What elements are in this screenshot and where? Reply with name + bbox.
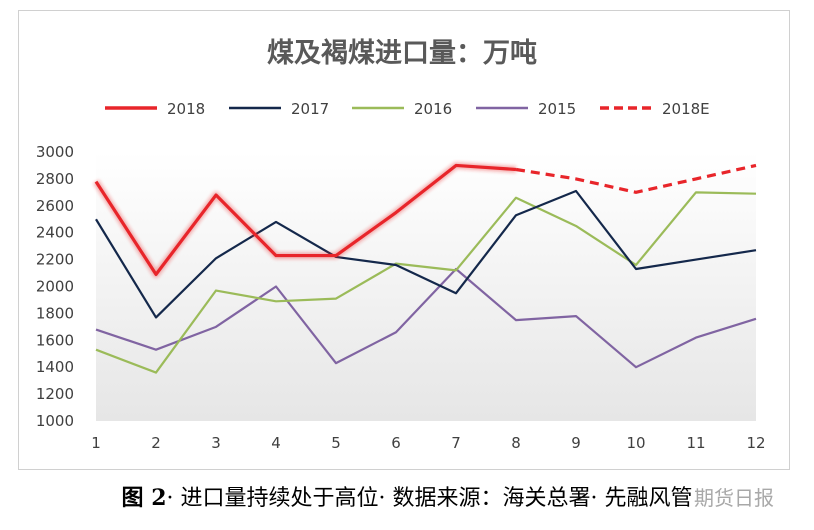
chart-title: 煤及褐煤进口量：万吨 [267,38,537,69]
x-tick-label: 12 [746,434,765,452]
legend-label-2016: 2016 [414,100,452,118]
series-lines [93,161,757,374]
legend: 2018 2017 2016 2015 2018E [105,100,710,118]
x-tick-label: 7 [451,434,461,452]
x-tick-label: 5 [331,434,341,452]
y-tick-label: 2400 [36,224,74,242]
legend-label-2018E: 2018E [662,100,710,118]
x-tick-label: 4 [271,434,281,452]
y-tick-label: 2600 [36,197,74,215]
y-tick-label: 1600 [36,331,74,349]
watermark-text: 期货日报 [694,486,774,510]
y-tick-label: 1800 [36,304,74,322]
legend-label-2018: 2018 [167,100,205,118]
x-tick-label: 1 [91,434,101,452]
figure-number: 图 2 [121,485,167,511]
y-tick-label: 1200 [36,385,74,403]
y-tick-label: 2200 [36,251,74,269]
series-line-2018E [515,163,757,194]
series-line-2017 [95,189,757,319]
y-tick-label: 1000 [36,412,74,430]
legend-label-2015: 2015 [538,100,576,118]
y-tick-label: 3000 [36,143,74,161]
plot-area [96,152,756,421]
series-line-2018 [94,163,517,276]
figure-caption: 图 2· 进口量持续处于高位· 数据来源：海关总署· 先融风管 [0,480,814,512]
y-tick-label: 2000 [36,278,74,296]
y-tick-label: 2800 [36,170,74,188]
legend-label-2017: 2017 [291,100,329,118]
y-axis: 3000 2800 2600 2400 2200 2000 1800 1600 1400 1200… [36,143,74,430]
x-tick-label: 9 [571,434,581,452]
series-line-2015 [95,267,757,369]
x-tick-label: 3 [211,434,221,452]
chart-canvas: 煤及褐煤进口量：万吨 2018 2017 2016 2015 2018E 3000 280… [36,38,766,452]
y-tick-label: 1400 [36,358,74,376]
x-tick-label: 6 [391,434,401,452]
figure-caption-text: · 进口量持续处于高位· 数据来源：海关总署· 先融风管 [166,486,693,511]
series-line-2016 [95,191,757,374]
x-tick-label: 8 [511,434,521,452]
x-tick-label: 11 [686,434,705,452]
x-tick-label: 2 [151,434,161,452]
x-axis: 1 2 3 4 5 6 7 8 9 10 11 12 [91,434,765,452]
x-tick-label: 10 [626,434,645,452]
